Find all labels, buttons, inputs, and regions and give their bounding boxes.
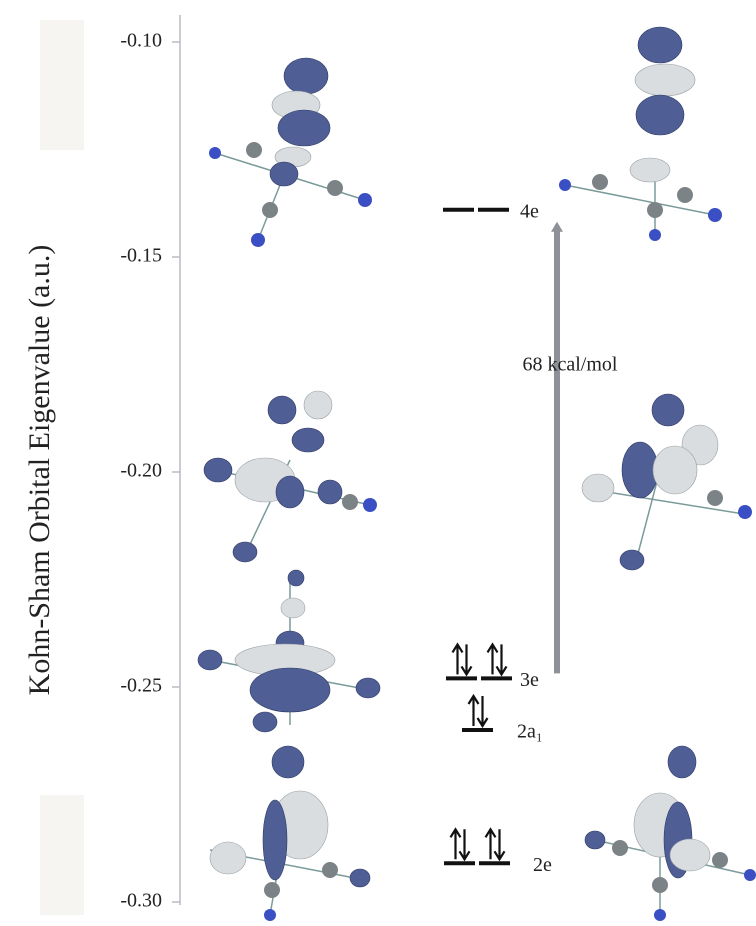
level-label: 2e bbox=[533, 854, 552, 876]
electron-up bbox=[453, 644, 463, 674]
electron-up bbox=[488, 644, 498, 674]
electron-up bbox=[486, 829, 496, 859]
electron-down bbox=[462, 644, 472, 674]
panel-shade bbox=[40, 20, 84, 150]
orbital-3e-right bbox=[582, 394, 752, 570]
electron-down bbox=[460, 829, 470, 859]
orbital-2e-left bbox=[210, 746, 370, 921]
gap-arrowhead bbox=[551, 222, 563, 232]
level-label: 3e bbox=[520, 669, 539, 691]
electron-up bbox=[469, 696, 479, 726]
orbital-4e-right bbox=[559, 27, 722, 241]
electron-up bbox=[451, 829, 461, 859]
y-tick-label: -0.25 bbox=[120, 675, 162, 697]
y-axis-label: Kohn-Sham Orbital Eigenvalue (a.u.) bbox=[23, 245, 56, 696]
electron-down bbox=[497, 644, 507, 674]
diagram: Kohn-Sham Orbital Eigenvalue (a.u.) bbox=[0, 0, 756, 926]
orbital-4e-left bbox=[209, 58, 372, 247]
level-label: 2a₁ bbox=[517, 721, 543, 743]
level-label: 4e bbox=[520, 200, 539, 222]
orbital-2a1 bbox=[198, 570, 380, 732]
y-tick-label: -0.15 bbox=[120, 245, 162, 267]
panel-shade bbox=[40, 795, 84, 915]
y-tick-label: -0.30 bbox=[120, 890, 162, 912]
orbital-3e-left bbox=[204, 391, 377, 562]
electron-down bbox=[495, 829, 505, 859]
annotation: 68 kcal/mol bbox=[523, 354, 618, 376]
electron-down bbox=[478, 696, 488, 726]
y-tick-label: -0.20 bbox=[120, 460, 162, 482]
y-tick-label: -0.10 bbox=[120, 30, 162, 52]
orbital-2e-right bbox=[585, 746, 756, 921]
